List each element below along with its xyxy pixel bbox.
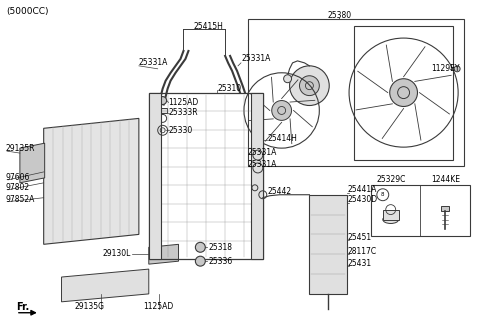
Text: 1244KE: 1244KE: [431, 175, 460, 184]
Text: 97852A: 97852A: [6, 195, 36, 204]
Text: 25451: 25451: [347, 233, 371, 242]
Circle shape: [289, 66, 329, 106]
Text: 28117C: 28117C: [347, 247, 376, 256]
Text: 1125AD: 1125AD: [144, 302, 174, 311]
Circle shape: [253, 150, 263, 160]
Text: 97802: 97802: [6, 183, 30, 192]
Circle shape: [159, 96, 167, 105]
Bar: [383, 210, 399, 219]
Bar: [159, 109, 167, 113]
Circle shape: [195, 242, 205, 252]
Polygon shape: [61, 269, 149, 302]
Bar: [248, 19, 464, 166]
Bar: [371, 185, 470, 236]
Text: 29135R: 29135R: [6, 144, 36, 153]
Text: 25431: 25431: [347, 259, 371, 268]
Bar: [310, 195, 347, 294]
Text: 25318: 25318: [208, 243, 232, 252]
Text: 25333R: 25333R: [168, 108, 198, 117]
Text: 25430D: 25430D: [347, 195, 377, 204]
Text: (5000CC): (5000CC): [6, 7, 48, 16]
Bar: [149, 92, 263, 259]
Text: 25331A: 25331A: [139, 58, 168, 67]
Text: 97606: 97606: [6, 174, 30, 182]
Text: 25331A: 25331A: [248, 148, 277, 156]
Circle shape: [454, 66, 460, 72]
Text: 25415H: 25415H: [193, 22, 223, 31]
Polygon shape: [44, 118, 139, 244]
Text: 25380: 25380: [327, 11, 351, 20]
Text: 25331A: 25331A: [242, 54, 271, 63]
Text: 1129EY: 1129EY: [432, 64, 460, 73]
Text: 8: 8: [381, 192, 384, 197]
Circle shape: [272, 101, 291, 120]
Bar: [251, 92, 263, 259]
Bar: [149, 92, 161, 259]
Circle shape: [253, 163, 263, 173]
Text: 25310: 25310: [217, 84, 241, 93]
Text: 25329C: 25329C: [376, 175, 406, 184]
Circle shape: [284, 75, 291, 83]
Text: Fr.: Fr.: [16, 302, 29, 312]
Text: 25336: 25336: [208, 257, 232, 266]
Text: 25442: 25442: [268, 187, 292, 196]
Polygon shape: [149, 244, 179, 264]
Text: 29135G: 29135G: [74, 302, 104, 311]
Text: 25441A: 25441A: [347, 185, 376, 194]
Bar: [441, 206, 449, 211]
Circle shape: [390, 79, 418, 107]
Polygon shape: [20, 143, 45, 183]
Text: 1125AD: 1125AD: [168, 98, 199, 107]
Text: 29130L: 29130L: [103, 249, 131, 258]
Ellipse shape: [383, 215, 399, 223]
Circle shape: [300, 76, 319, 95]
Bar: [354, 26, 453, 160]
Text: 25330: 25330: [168, 126, 193, 135]
Text: 25414H: 25414H: [268, 134, 298, 143]
Circle shape: [195, 256, 205, 266]
Text: 25331A: 25331A: [248, 160, 277, 170]
